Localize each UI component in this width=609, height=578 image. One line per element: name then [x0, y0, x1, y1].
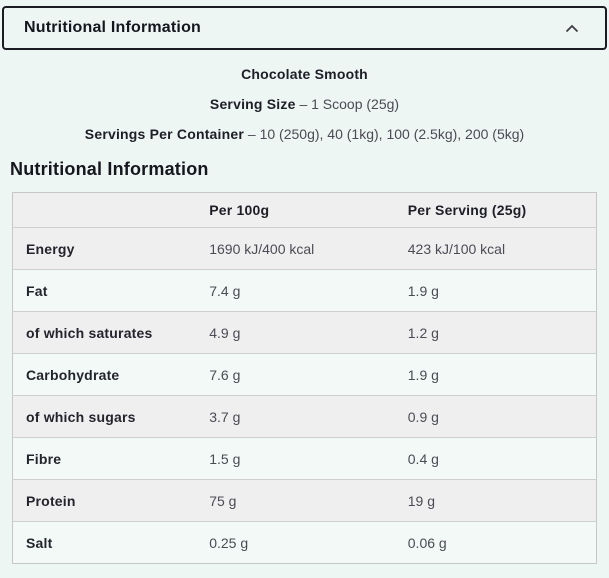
table-row: Fibre 1.5 g 0.4 g: [12, 437, 597, 480]
nutrient-column-header: [12, 192, 206, 228]
table-row: Energy 1690 kJ/400 kcal 423 kJ/100 kcal: [12, 227, 597, 270]
per-100g-value: 0.25 g: [205, 521, 404, 564]
per-serving-value: 1.9 g: [403, 353, 597, 396]
serving-size-line: Serving Size – 1 Scoop (25g): [0, 97, 609, 111]
servings-per-container-line: Servings Per Container – 10 (250g), 40 (…: [0, 127, 609, 141]
per-serving-value: 0.9 g: [403, 395, 597, 438]
nutrient-label: Protein: [12, 479, 206, 522]
flavour-name: Chocolate Smooth: [241, 66, 368, 82]
per-serving-value: 1.9 g: [403, 269, 597, 312]
per-serving-value: 1.2 g: [403, 311, 597, 354]
accordion-header[interactable]: Nutritional Information: [2, 6, 607, 50]
table-row: Fat 7.4 g 1.9 g: [12, 269, 597, 312]
nutrient-label: Salt: [12, 521, 206, 564]
serving-size-value: – 1 Scoop (25g): [299, 96, 400, 112]
per-100g-value: 75 g: [205, 479, 404, 522]
accordion-title: Nutritional Information: [24, 19, 202, 36]
per-100g-value: 1.5 g: [205, 437, 404, 480]
per-serving-value: 0.4 g: [403, 437, 597, 480]
nutrition-table-body: Energy 1690 kJ/400 kcal 423 kJ/100 kcal Fat…: [12, 227, 597, 564]
table-row: Carbohydrate 7.6 g 1.9 g: [12, 353, 597, 396]
section-title: Nutritional Information: [10, 159, 209, 179]
nutrient-label: of which saturates: [12, 311, 206, 354]
product-summary: Chocolate Smooth Serving Size – 1 Scoop …: [0, 67, 609, 141]
servings-per-container-value: – 10 (250g), 40 (1kg), 100 (2.5kg), 200 …: [247, 126, 525, 142]
table-row: of which sugars 3.7 g 0.9 g: [12, 395, 597, 438]
per-100g-column-header: Per 100g: [205, 192, 404, 228]
table-row: Protein 75 g 19 g: [12, 479, 597, 522]
table-row: of which saturates 4.9 g 1.2 g: [12, 311, 597, 354]
per-100g-value: 3.7 g: [205, 395, 404, 438]
servings-per-container-label: Servings Per Container: [84, 126, 245, 142]
table-header-row: Per 100g Per Serving (25g): [12, 192, 597, 228]
per-100g-value: 7.4 g: [205, 269, 404, 312]
nutrient-label: Energy: [12, 227, 206, 270]
nutrient-label: Fat: [12, 269, 206, 312]
per-100g-value: 1690 kJ/400 kcal: [205, 227, 404, 270]
nutrient-label: of which sugars: [12, 395, 206, 438]
chevron-up-icon[interactable]: [565, 24, 579, 33]
nutrition-table: Per 100g Per Serving (25g) Energy 1690 kJ…: [12, 192, 597, 564]
per-100g-value: 7.6 g: [205, 353, 404, 396]
per-serving-value: 19 g: [403, 479, 597, 522]
per-serving-value: 0.06 g: [403, 521, 597, 564]
table-row: Salt 0.25 g 0.06 g: [12, 521, 597, 564]
per-serving-value: 423 kJ/100 kcal: [403, 227, 597, 270]
per-serving-column-header: Per Serving (25g): [403, 192, 597, 228]
serving-size-label: Serving Size: [209, 96, 296, 112]
nutrient-label: Carbohydrate: [12, 353, 206, 396]
nutrient-label: Fibre: [12, 437, 206, 480]
per-100g-value: 4.9 g: [205, 311, 404, 354]
